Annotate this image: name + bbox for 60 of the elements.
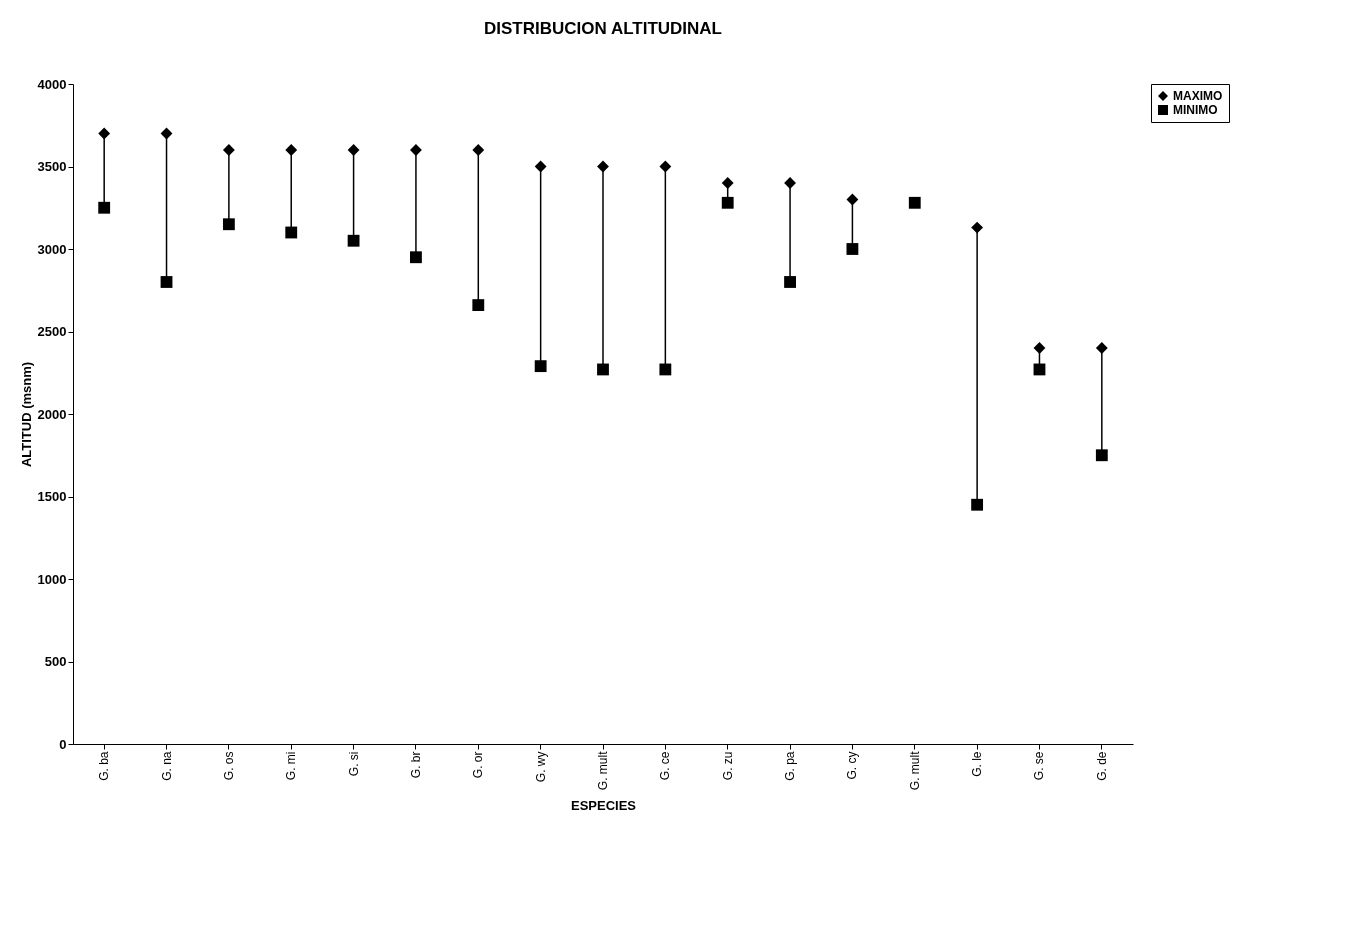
point: [534, 360, 547, 373]
point: [1095, 342, 1108, 354]
x-tick-label: G. mi: [284, 751, 299, 781]
x-tick-label: G. or: [471, 751, 486, 779]
legend-label: MAXIMO: [1173, 89, 1223, 103]
point: [222, 144, 235, 156]
point: [721, 177, 734, 189]
x-tick-label: G. se: [1032, 751, 1047, 781]
point: [347, 234, 360, 247]
x-tick-label: G. mult: [596, 750, 610, 791]
point: [721, 196, 734, 209]
y-tick-label: 500: [44, 654, 67, 669]
point: [784, 276, 796, 288]
y-tick-label: 2500: [37, 324, 67, 339]
point: [659, 160, 672, 173]
y-axis-title: ALTITUD (msnm): [18, 361, 34, 468]
x-tick-label: G. br: [408, 751, 423, 779]
point: [347, 144, 360, 156]
point: [659, 363, 672, 376]
point: [285, 144, 298, 156]
point: [971, 498, 984, 511]
y-tick-label: 4000: [37, 76, 67, 92]
point: [971, 221, 984, 234]
point: [410, 251, 422, 264]
point: [846, 243, 859, 255]
point: [98, 127, 111, 140]
y-tick-label: 1000: [37, 571, 67, 587]
legend-label: MINIMO: [1173, 103, 1218, 117]
y-tick-label: 3000: [37, 241, 67, 257]
x-axis-title: ESPECIES: [570, 798, 637, 814]
point: [534, 160, 547, 173]
x-tick-label: G. ba: [97, 751, 112, 781]
y-tick-label: 1500: [37, 489, 67, 504]
x-tick-label: G. pa: [783, 751, 798, 781]
x-tick-label: G. le: [970, 751, 985, 777]
x-tick-label: G. si: [346, 751, 361, 777]
x-tick-label: G. ce: [658, 751, 673, 781]
y-tick-label: 3500: [37, 159, 67, 174]
point: [472, 144, 485, 156]
x-tick-label: G. mult: [907, 750, 922, 791]
point: [908, 196, 921, 209]
point: [1033, 342, 1046, 354]
y-tick-label: 0: [59, 736, 67, 752]
point: [285, 226, 298, 239]
x-tick-label: G. zu: [720, 751, 735, 781]
y-tick-label: 2000: [37, 406, 67, 422]
point: [160, 276, 173, 288]
point: [846, 193, 859, 206]
x-tick-label: G. os: [221, 751, 236, 781]
point: [1095, 449, 1108, 462]
x-tick-label: G. wy: [533, 751, 548, 783]
point: [597, 160, 609, 173]
point: [98, 201, 111, 214]
x-tick-label: G. na: [159, 751, 174, 781]
point: [222, 218, 235, 231]
point: [472, 299, 485, 312]
x-tick-label: G. cy: [845, 751, 860, 780]
x-tick-label: G. de: [1094, 751, 1109, 781]
chart-title: DISTRIBUCION ALTITUDINAL: [484, 19, 722, 38]
point: [597, 363, 609, 376]
